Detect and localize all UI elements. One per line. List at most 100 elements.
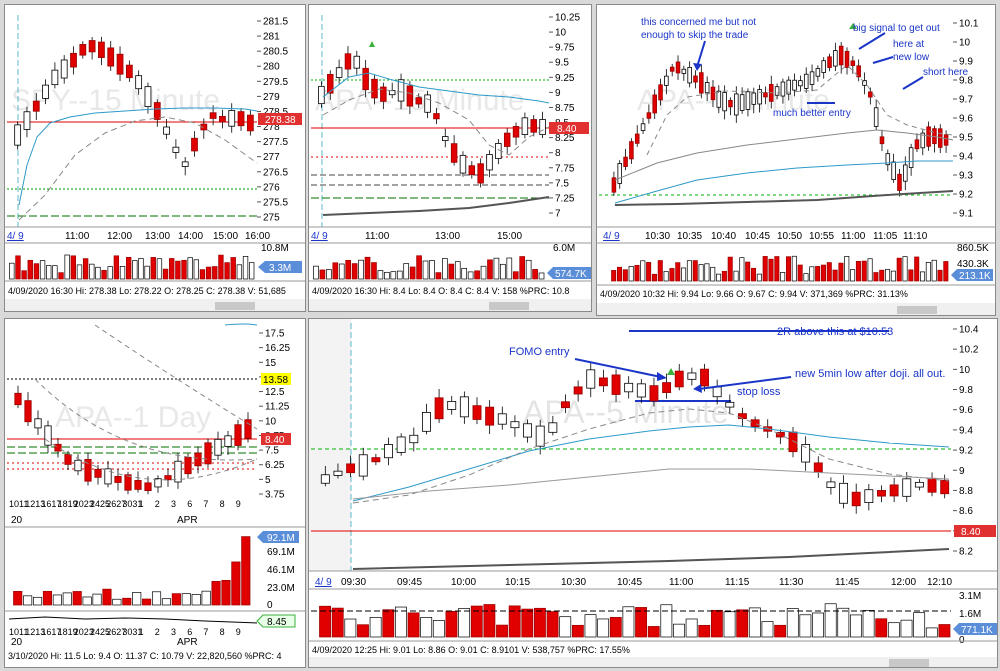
volume-bar bbox=[867, 258, 873, 282]
candle bbox=[24, 400, 32, 423]
apa-1day-chart-panel[interactable]: APA--1 Day 17.516.251513.7512.511.25108.… bbox=[4, 318, 306, 668]
candle bbox=[722, 92, 727, 112]
date-tick-label: 9 bbox=[236, 627, 241, 637]
volume-bar bbox=[102, 588, 112, 606]
last-volume-label: 213.1K bbox=[959, 271, 991, 282]
candle bbox=[88, 40, 96, 53]
scrollbar-thumb[interactable] bbox=[215, 302, 255, 310]
volume-bar bbox=[241, 536, 251, 606]
annotation-text: short here bbox=[923, 67, 968, 78]
candle bbox=[675, 61, 681, 74]
candle bbox=[851, 491, 861, 507]
volume-tick-label: 23.0M bbox=[267, 583, 295, 594]
price-tick-label: 279 bbox=[263, 92, 280, 103]
candle bbox=[646, 112, 652, 119]
volume-max-label: 3.1M bbox=[959, 591, 981, 602]
price-tick-label: 7.5 bbox=[265, 446, 279, 457]
indicator-value: 8.45 bbox=[267, 617, 287, 628]
date-tick-label: 2425 bbox=[90, 499, 110, 509]
apa-1min-chart-panel[interactable]: APA--1 Minute 10.1 10 9.9 9.8 9.7 9.6 9.5 9.4 9.… bbox=[596, 4, 996, 316]
volume-bar bbox=[635, 607, 647, 638]
candle bbox=[775, 432, 785, 438]
candle bbox=[674, 370, 684, 388]
volume-bar bbox=[493, 257, 500, 280]
candle bbox=[371, 457, 381, 463]
moving-average-line bbox=[34, 378, 258, 461]
scrollbar-thumb[interactable] bbox=[889, 659, 929, 667]
horizontal-scrollbar[interactable] bbox=[5, 299, 306, 312]
volume-bar bbox=[937, 269, 943, 282]
candle bbox=[472, 405, 482, 420]
volume-bar bbox=[432, 620, 445, 638]
price-tick-label: 278.5 bbox=[263, 107, 288, 118]
price-axis: 10.25109.759.59.2598.758.58.2587.757.57.… bbox=[549, 13, 580, 220]
time-tick-label: 16:00 bbox=[245, 231, 270, 242]
price-tick-label: 9.8 bbox=[959, 76, 973, 87]
candle bbox=[318, 85, 325, 105]
candle bbox=[144, 86, 152, 107]
time-axis: 4/ 9 10:30 10:35 10:40 10:45 10:50 10:55 11:00 1… bbox=[603, 231, 928, 242]
volume-bar bbox=[925, 627, 938, 638]
volume-bar bbox=[205, 266, 212, 280]
volume-bar bbox=[422, 260, 429, 280]
volume-bars bbox=[611, 255, 949, 282]
volume-bar bbox=[132, 260, 138, 280]
last-volume-badge bbox=[951, 269, 993, 281]
time-tick-label: 11:00 bbox=[65, 231, 90, 242]
time-tick-label: 11:05 bbox=[873, 231, 898, 242]
price-tick-label: 9.5 bbox=[555, 58, 569, 69]
candle bbox=[662, 382, 672, 393]
candle bbox=[624, 382, 634, 393]
volume-bar bbox=[761, 621, 774, 638]
volume-bar bbox=[669, 268, 675, 282]
last-volume-label: 771.1K bbox=[961, 625, 993, 636]
scrollbar-thumb[interactable] bbox=[897, 306, 937, 314]
volume-bar bbox=[377, 270, 384, 280]
time-tick-label: 12:10 bbox=[927, 577, 952, 588]
candle bbox=[774, 86, 780, 96]
apa-5min-chart-panel[interactable]: APA--5 Minute 10.4 10.2 10 9.8 9.6 9.4 9.2 9 8.8… bbox=[308, 318, 998, 668]
volume-bar bbox=[943, 261, 949, 282]
candle bbox=[548, 422, 558, 433]
horizontal-scrollbar[interactable] bbox=[597, 303, 996, 316]
volume-bar bbox=[791, 255, 797, 282]
volume-bar bbox=[230, 257, 236, 280]
candle bbox=[780, 81, 786, 97]
volume-bar bbox=[837, 607, 850, 638]
volume-bar bbox=[622, 606, 635, 638]
horizontal-scrollbar[interactable] bbox=[309, 657, 998, 668]
volume-bar bbox=[326, 269, 332, 280]
scrollbar-thumb[interactable] bbox=[489, 302, 529, 310]
annotation-arrow bbox=[696, 40, 706, 68]
date-tick-label: 6 bbox=[187, 499, 192, 509]
candle bbox=[434, 397, 444, 420]
candle bbox=[561, 401, 570, 409]
volume-bar bbox=[403, 263, 410, 280]
volume-bar bbox=[698, 264, 704, 282]
volume-bar bbox=[364, 256, 371, 280]
volume-bar bbox=[181, 593, 191, 606]
volume-bar bbox=[416, 255, 422, 280]
volume-bar bbox=[396, 270, 403, 280]
spy-15min-chart-panel[interactable]: SPY--15 Minute 281.5 281 280.5 280 279.5 279 2… bbox=[4, 4, 306, 312]
price-tick-label: 279.5 bbox=[263, 77, 288, 88]
candle bbox=[523, 423, 533, 438]
date-tick-label: 8 bbox=[220, 627, 225, 637]
volume-bar bbox=[546, 611, 559, 638]
candle bbox=[70, 52, 77, 68]
price-tick-label: 277 bbox=[263, 152, 280, 163]
price-tick-label: 11.25 bbox=[265, 402, 290, 413]
horizontal-scrollbar[interactable] bbox=[309, 299, 592, 312]
price-tick-label: 8.2 bbox=[959, 547, 973, 558]
candle bbox=[104, 468, 112, 485]
volume-bar bbox=[429, 260, 435, 280]
last-price-label: 8.40 bbox=[557, 124, 577, 135]
price-tick-label: 7.5 bbox=[555, 178, 569, 189]
spy-15min-chart-svg: SPY--15 Minute 281.5281280.5280279.52792… bbox=[5, 15, 306, 312]
time-tick-label: 10:35 bbox=[677, 231, 702, 242]
candle bbox=[926, 126, 931, 147]
time-tick-label: 10:50 bbox=[777, 231, 802, 242]
apa-15min-chart-panel[interactable]: APA--15 Minute 10.25 10 9.75 9.5 9.25 9 8.75 8.… bbox=[308, 4, 592, 312]
volume-bar bbox=[169, 258, 175, 280]
candle bbox=[739, 94, 745, 111]
